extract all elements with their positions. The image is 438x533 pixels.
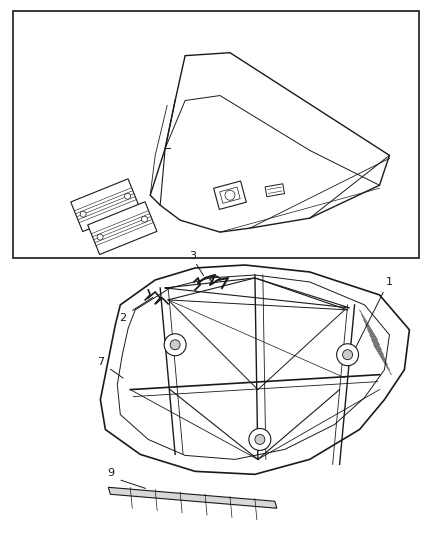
Circle shape — [170, 340, 180, 350]
Text: 2: 2 — [119, 313, 126, 323]
Circle shape — [343, 350, 353, 360]
Polygon shape — [214, 181, 246, 209]
Polygon shape — [117, 275, 389, 459]
Polygon shape — [71, 179, 140, 231]
Circle shape — [225, 190, 235, 200]
Polygon shape — [108, 487, 277, 508]
Polygon shape — [100, 265, 410, 474]
Circle shape — [80, 211, 86, 217]
Text: 3: 3 — [190, 251, 197, 261]
Polygon shape — [150, 53, 389, 232]
Circle shape — [164, 334, 186, 356]
Polygon shape — [265, 184, 285, 197]
Bar — [13, 11, 419, 258]
Circle shape — [255, 434, 265, 445]
Text: 7: 7 — [97, 357, 104, 367]
Circle shape — [124, 193, 131, 199]
Polygon shape — [220, 187, 240, 203]
Polygon shape — [88, 202, 157, 254]
Circle shape — [141, 216, 148, 222]
Circle shape — [337, 344, 359, 366]
Text: 9: 9 — [107, 469, 114, 478]
Circle shape — [249, 429, 271, 450]
Text: 1: 1 — [386, 277, 393, 287]
Circle shape — [97, 234, 103, 240]
